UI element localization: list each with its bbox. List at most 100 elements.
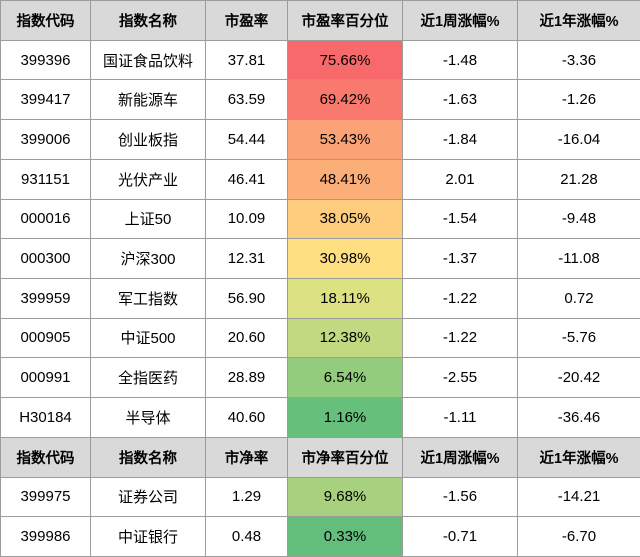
- pb-section: 指数代码 指数名称 市净率 市净率百分位 近1周涨幅% 近1年涨幅% 39997…: [0, 436, 640, 557]
- cell-week-change: -0.71: [402, 516, 518, 557]
- table-row: 000016 上证50 10.09 38.05% -1.54 -9.48: [0, 198, 640, 240]
- cell-pe-ratio: 20.60: [205, 317, 288, 359]
- cell-index-name: 国证食品饮料: [90, 39, 206, 81]
- cell-index-name: 上证50: [90, 198, 206, 240]
- cell-year-change: -14.21: [517, 476, 640, 518]
- cell-year-change: -11.08: [517, 238, 640, 279]
- table-row: 000905 中证500 20.60 12.38% -1.22 -5.76: [0, 317, 640, 359]
- cell-week-change: -1.11: [402, 397, 518, 438]
- header-pb-percentile: 市净率百分位: [287, 436, 403, 478]
- header-row-pe: 指数代码 指数名称 市盈率 市盈率百分位 近1周涨幅% 近1年涨幅%: [0, 0, 640, 41]
- cell-year-change: -1.26: [517, 79, 640, 121]
- header-pe-ratio: 市盈率: [205, 0, 288, 41]
- cell-week-change: -1.22: [402, 317, 518, 359]
- cell-pe-ratio: 28.89: [205, 357, 288, 399]
- cell-pe-ratio: 54.44: [205, 119, 288, 160]
- header-year-change: 近1年涨幅%: [517, 0, 640, 41]
- cell-index-name: 沪深300: [90, 238, 206, 279]
- cell-year-change: -9.48: [517, 198, 640, 240]
- cell-index-name: 半导体: [90, 397, 206, 438]
- cell-index-name: 新能源车: [90, 79, 206, 121]
- cell-index-code: 399396: [0, 39, 91, 81]
- header-index-code: 指数代码: [0, 0, 91, 41]
- header-pb-ratio: 市净率: [205, 436, 288, 478]
- header-week-change: 近1周涨幅%: [402, 436, 518, 478]
- cell-week-change: -1.48: [402, 39, 518, 81]
- cell-pe-percentile: 30.98%: [287, 238, 403, 279]
- cell-pe-percentile: 1.16%: [287, 397, 403, 438]
- table-row: 399959 军工指数 56.90 18.11% -1.22 0.72: [0, 277, 640, 319]
- cell-index-code: 399986: [0, 516, 91, 557]
- cell-year-change: 21.28: [517, 158, 640, 200]
- header-index-code: 指数代码: [0, 436, 91, 478]
- cell-pe-ratio: 46.41: [205, 158, 288, 200]
- cell-index-code: 931151: [0, 158, 91, 200]
- table-row: 399975 证券公司 1.29 9.68% -1.56 -14.21: [0, 476, 640, 518]
- cell-index-code: 000016: [0, 198, 91, 240]
- cell-pe-ratio: 12.31: [205, 238, 288, 279]
- table-row: 399396 国证食品饮料 37.81 75.66% -1.48 -3.36: [0, 39, 640, 81]
- cell-pe-ratio: 63.59: [205, 79, 288, 121]
- cell-index-code: 399959: [0, 277, 91, 319]
- cell-pe-percentile: 6.54%: [287, 357, 403, 399]
- header-pe-percentile: 市盈率百分位: [287, 0, 403, 41]
- cell-pe-percentile: 53.43%: [287, 119, 403, 160]
- cell-pe-percentile: 12.38%: [287, 317, 403, 359]
- table-row: 399006 创业板指 54.44 53.43% -1.84 -16.04: [0, 119, 640, 160]
- cell-index-code: 000991: [0, 357, 91, 399]
- cell-week-change: -2.55: [402, 357, 518, 399]
- cell-index-name: 证券公司: [90, 476, 206, 518]
- cell-index-code: 000905: [0, 317, 91, 359]
- header-index-name: 指数名称: [90, 436, 206, 478]
- cell-pe-percentile: 38.05%: [287, 198, 403, 240]
- table-row: 000991 全指医药 28.89 6.54% -2.55 -20.42: [0, 357, 640, 399]
- cell-index-name: 全指医药: [90, 357, 206, 399]
- cell-year-change: -5.76: [517, 317, 640, 359]
- cell-pe-ratio: 40.60: [205, 397, 288, 438]
- table-row: 000300 沪深300 12.31 30.98% -1.37 -11.08: [0, 238, 640, 279]
- table-row: H30184 半导体 40.60 1.16% -1.11 -36.46: [0, 397, 640, 438]
- cell-year-change: -3.36: [517, 39, 640, 81]
- cell-week-change: -1.84: [402, 119, 518, 160]
- cell-index-code: 000300: [0, 238, 91, 279]
- cell-week-change: -1.54: [402, 198, 518, 240]
- cell-pe-percentile: 48.41%: [287, 158, 403, 200]
- cell-index-code: H30184: [0, 397, 91, 438]
- cell-index-name: 中证500: [90, 317, 206, 359]
- cell-pe-percentile: 75.66%: [287, 39, 403, 81]
- cell-index-name: 光伏产业: [90, 158, 206, 200]
- header-index-name: 指数名称: [90, 0, 206, 41]
- cell-pe-percentile: 69.42%: [287, 79, 403, 121]
- cell-year-change: -36.46: [517, 397, 640, 438]
- cell-pb-percentile: 9.68%: [287, 476, 403, 518]
- header-row-pb: 指数代码 指数名称 市净率 市净率百分位 近1周涨幅% 近1年涨幅%: [0, 436, 640, 478]
- header-week-change: 近1周涨幅%: [402, 0, 518, 41]
- table-row: 931151 光伏产业 46.41 48.41% 2.01 21.28: [0, 158, 640, 200]
- cell-year-change: -6.70: [517, 516, 640, 557]
- cell-pb-ratio: 1.29: [205, 476, 288, 518]
- cell-index-code: 399975: [0, 476, 91, 518]
- cell-index-name: 中证银行: [90, 516, 206, 557]
- cell-pe-percentile: 18.11%: [287, 277, 403, 319]
- cell-index-code: 399006: [0, 119, 91, 160]
- header-year-change: 近1年涨幅%: [517, 436, 640, 478]
- cell-index-name: 创业板指: [90, 119, 206, 160]
- cell-pe-ratio: 37.81: [205, 39, 288, 81]
- cell-year-change: -16.04: [517, 119, 640, 160]
- cell-week-change: -1.63: [402, 79, 518, 121]
- cell-week-change: -1.22: [402, 277, 518, 319]
- cell-pe-ratio: 10.09: [205, 198, 288, 240]
- table-row: 399417 新能源车 63.59 69.42% -1.63 -1.26: [0, 79, 640, 121]
- pe-section: 指数代码 指数名称 市盈率 市盈率百分位 近1周涨幅% 近1年涨幅% 39939…: [0, 0, 640, 438]
- cell-pe-ratio: 56.90: [205, 277, 288, 319]
- table-row: 399986 中证银行 0.48 0.33% -0.71 -6.70: [0, 516, 640, 557]
- cell-week-change: 2.01: [402, 158, 518, 200]
- cell-year-change: -20.42: [517, 357, 640, 399]
- cell-week-change: -1.37: [402, 238, 518, 279]
- cell-week-change: -1.56: [402, 476, 518, 518]
- cell-year-change: 0.72: [517, 277, 640, 319]
- cell-pb-ratio: 0.48: [205, 516, 288, 557]
- cell-pb-percentile: 0.33%: [287, 516, 403, 557]
- cell-index-code: 399417: [0, 79, 91, 121]
